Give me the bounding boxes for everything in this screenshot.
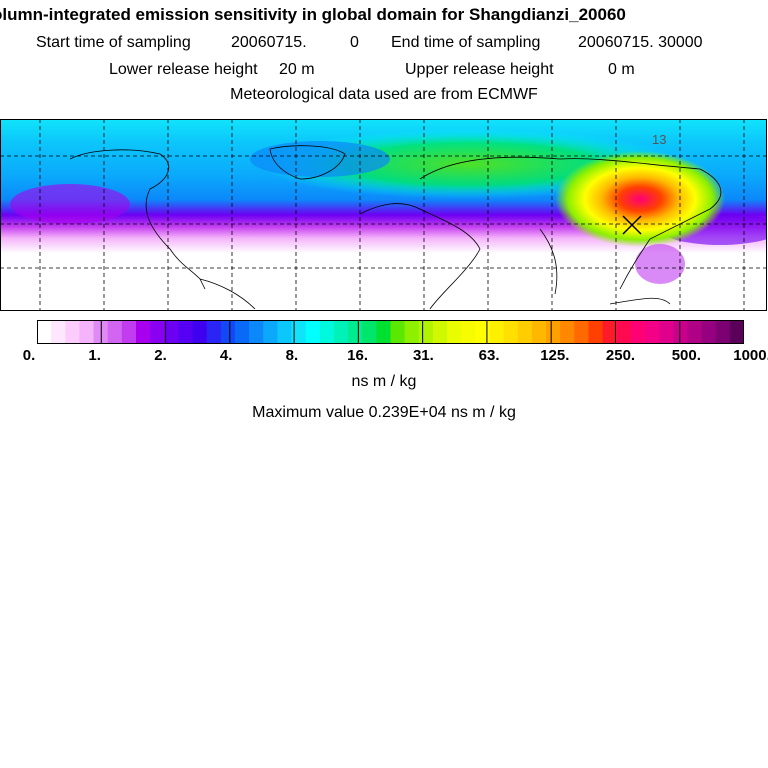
colorbar-swatch: [461, 320, 476, 344]
colorbar-swatch: [263, 320, 278, 344]
colorbar: [37, 320, 744, 344]
sampling-start-hour: 0: [350, 34, 359, 51]
colorbar-swatch: [418, 320, 434, 344]
colorbar-swatch: [432, 320, 448, 344]
colorbar-tick-label: 8.: [285, 347, 299, 364]
colorbar-swatch: [489, 320, 505, 344]
colorbar-swatch: [645, 320, 660, 344]
colorbar-tick-label: 2.: [154, 347, 167, 364]
maximum-value: 0.239E+04 ns m / kg: [368, 404, 516, 421]
colorbar-swatch: [333, 320, 349, 344]
colorbar-swatch: [560, 320, 575, 344]
colorbar-tick-label: 250.: [605, 347, 636, 364]
colorbar-swatch: [616, 320, 632, 344]
colorbar-swatch: [79, 320, 95, 344]
colorbar-swatch: [65, 320, 81, 344]
colorbar-swatch: [107, 320, 123, 344]
colorbar-swatch: [319, 320, 335, 344]
colorbar-swatch: [503, 320, 519, 344]
plot-title: olumn-integrated emission sensitivity in…: [0, 5, 626, 24]
sampling-end-label: End time of sampling: [391, 34, 541, 51]
colorbar-swatch: [305, 320, 321, 344]
graticule: [0, 119, 767, 311]
map-frame: [0, 119, 767, 311]
colorbar-tick-label: 1000.: [733, 347, 768, 364]
colorbar-swatch: [673, 320, 689, 344]
map-label: 13: [652, 132, 666, 147]
colorbar-swatch: [249, 320, 264, 344]
colorbar-unit: ns m / kg: [351, 373, 417, 390]
colorbar-tick-label: 63.: [478, 347, 500, 364]
colorbar-tick-label: 1.: [88, 347, 101, 364]
colorbar-swatch: [206, 320, 222, 344]
coastlines: [69, 145, 722, 310]
station-marker: [622, 215, 642, 235]
met-data-note: Meteorological data used are from ECMWF: [230, 86, 538, 103]
colorbar-swatch: [121, 320, 137, 344]
colorbar-swatch: [517, 320, 533, 344]
colorbar-swatch: [687, 320, 703, 344]
sensitivity-patch-greenland: [250, 141, 390, 177]
colorbar-swatch: [220, 320, 236, 344]
sampling-start-label: Start time of sampling: [36, 34, 191, 51]
colorbar-tick-label: 31.: [412, 347, 434, 364]
colorbar-tick-label: 500.: [671, 347, 701, 364]
sensitivity-patch-south-china: [635, 244, 685, 284]
colorbar-tick-label: 0.: [22, 347, 36, 364]
maximum-value-line: Maximum value 0.239E+04 ns m / kg: [0, 404, 768, 422]
colorbar-swatch: [135, 320, 151, 344]
colorbar-swatch: [630, 320, 646, 344]
colorbar-swatch: [192, 320, 208, 344]
colorbar-swatch: [729, 320, 744, 344]
colorbar-swatch: [701, 320, 717, 344]
colorbar-swatch: [178, 320, 194, 344]
sampling-end-value: 20060715. 30000: [578, 34, 703, 51]
colorbar-swatch: [277, 320, 293, 344]
colorbar-swatch: [659, 320, 674, 344]
sampling-start-value: 20060715.: [231, 34, 307, 51]
colorbar-swatch: [404, 320, 420, 344]
lower-release-label: Lower release height: [109, 61, 258, 78]
upper-release-value: 0 m: [608, 61, 635, 78]
colorbar-swatch: [715, 320, 731, 344]
colorbar-swatch: [574, 320, 590, 344]
colorbar-frame: [37, 320, 744, 344]
colorbar-tick-label: 16.: [347, 347, 369, 364]
upper-release-label: Upper release height: [405, 61, 554, 78]
colorbar-swatch: [546, 320, 561, 344]
colorbar-tick-label: 125.: [540, 347, 570, 364]
colorbar-swatch: [150, 320, 165, 344]
colorbar-swatch: [164, 320, 179, 344]
colorbar-swatch: [51, 320, 66, 344]
colorbar-swatch: [588, 320, 604, 344]
emission-sensitivity-map: 13: [0, 119, 767, 311]
colorbar-swatch: [348, 320, 363, 344]
colorbar-swatch: [234, 320, 250, 344]
colorbar-swatch: [475, 320, 491, 344]
colorbar-swatch: [291, 320, 307, 344]
sensitivity-patch-pacific: [10, 184, 130, 224]
colorbar-swatch: [362, 320, 377, 344]
colorbar-swatch: [447, 320, 462, 344]
colorbar-swatch: [376, 320, 392, 344]
colorbar-swatch: [602, 320, 618, 344]
colorbar-swatch: [531, 320, 547, 344]
colorbar-swatch: [37, 320, 52, 344]
maximum-value-label: Maximum value: [252, 404, 365, 421]
colorbar-tick-label: 4.: [219, 347, 233, 364]
lower-release-value: 20 m: [279, 61, 315, 78]
colorbar-swatch: [390, 320, 406, 344]
